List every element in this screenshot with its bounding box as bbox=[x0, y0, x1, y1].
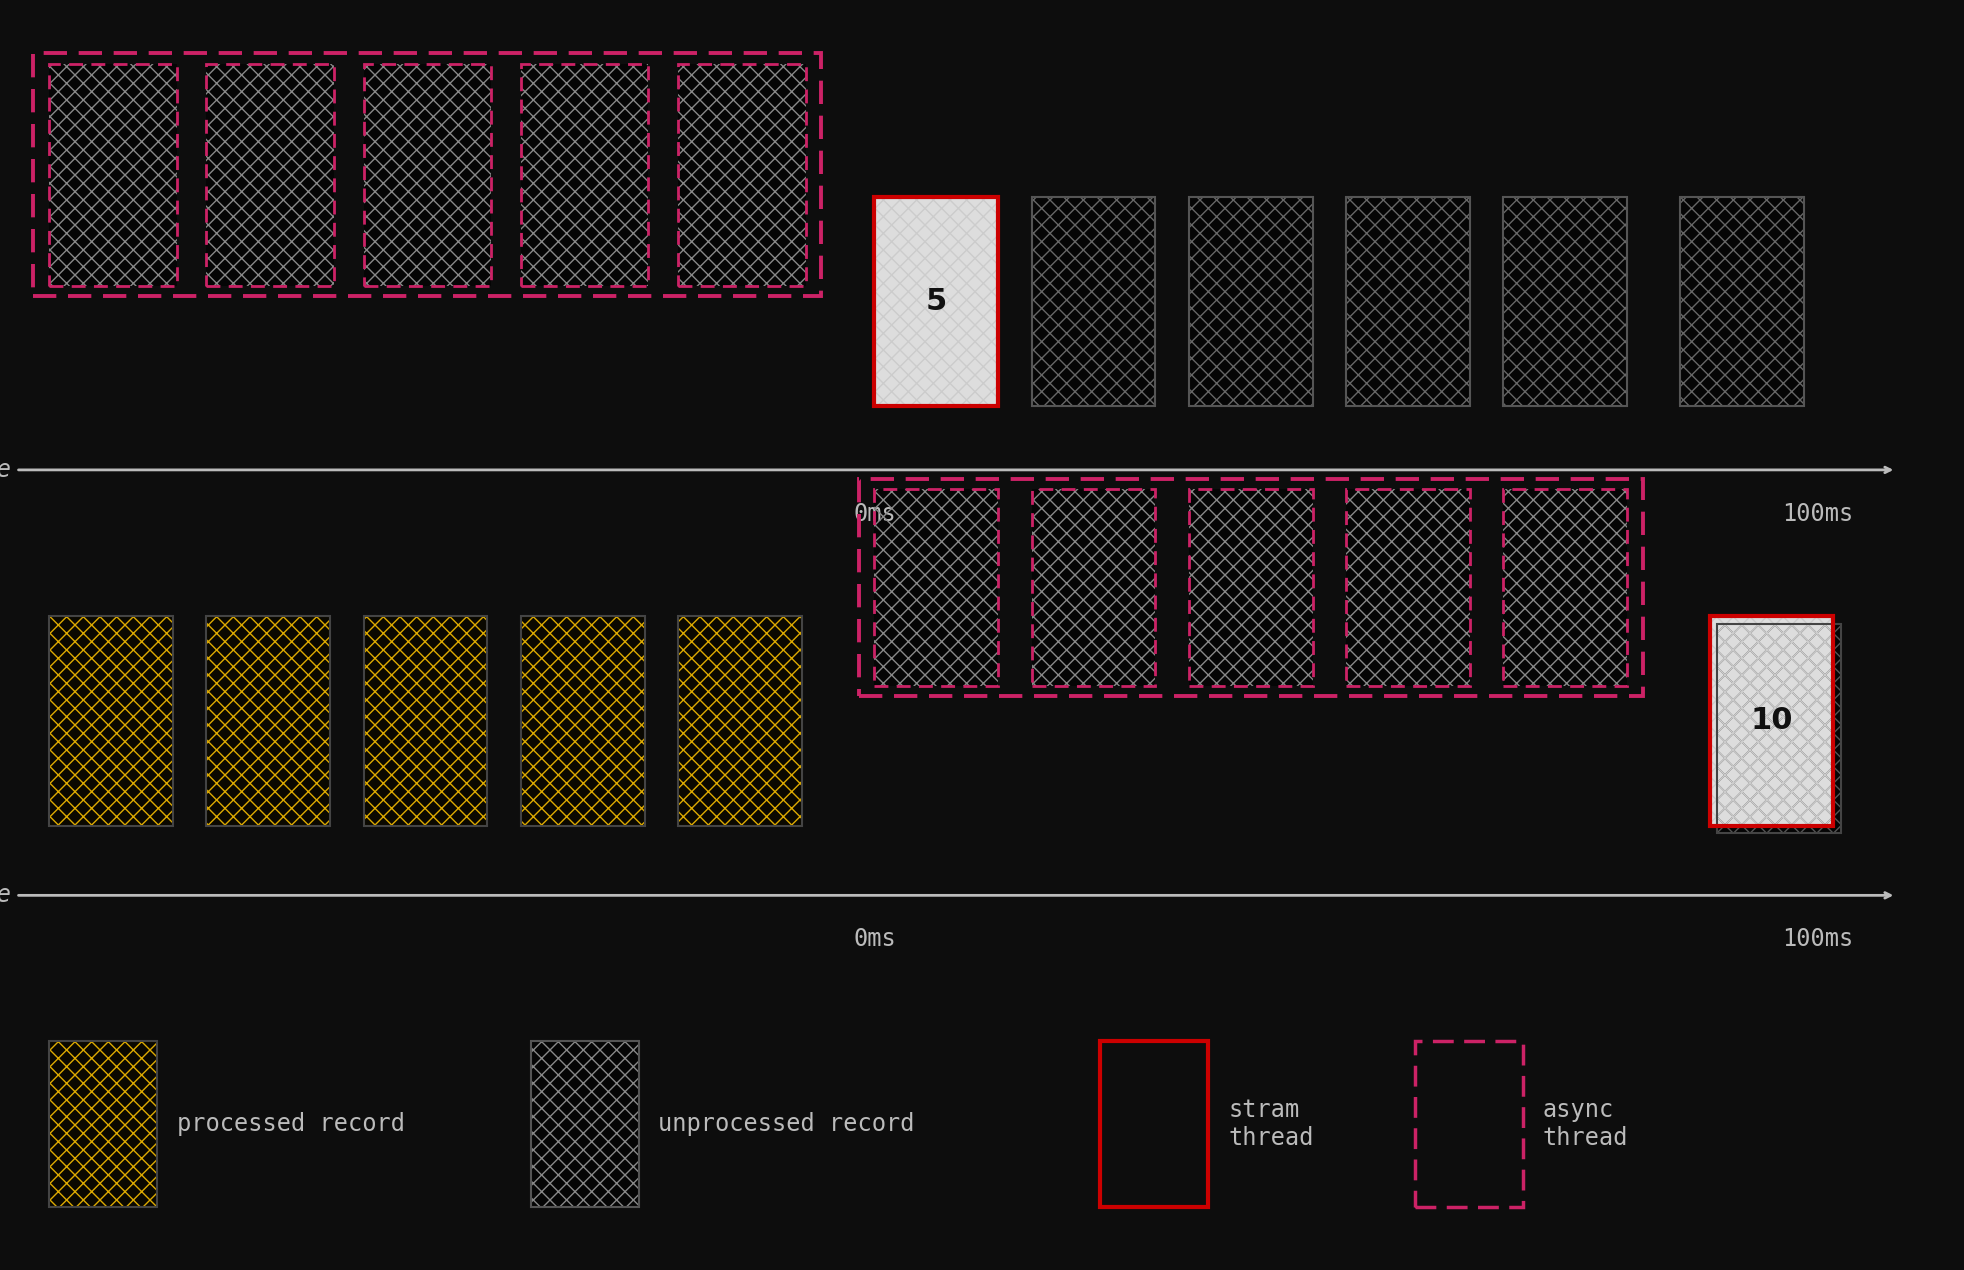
Bar bbox=[874, 489, 998, 686]
Bar bbox=[1502, 197, 1626, 406]
Bar bbox=[1188, 489, 1312, 686]
Bar bbox=[206, 616, 330, 826]
Bar bbox=[1345, 197, 1469, 406]
Text: 0ms: 0ms bbox=[852, 502, 896, 526]
Bar bbox=[1709, 616, 1832, 826]
Bar bbox=[520, 616, 644, 826]
Text: async
thread: async thread bbox=[1542, 1099, 1628, 1149]
Bar bbox=[874, 489, 998, 686]
Bar bbox=[520, 64, 648, 286]
Text: 100ms: 100ms bbox=[1781, 927, 1852, 951]
Bar bbox=[1679, 197, 1803, 406]
Bar bbox=[1188, 197, 1312, 406]
Text: stram
thread: stram thread bbox=[1228, 1099, 1314, 1149]
Bar bbox=[363, 64, 491, 286]
Bar bbox=[520, 64, 648, 286]
Bar bbox=[1502, 489, 1626, 686]
Bar bbox=[206, 616, 330, 826]
Bar bbox=[1188, 197, 1312, 406]
Bar bbox=[49, 1041, 157, 1206]
Bar bbox=[206, 64, 334, 286]
Bar bbox=[858, 479, 1642, 696]
Text: 100ms: 100ms bbox=[1781, 502, 1852, 526]
Bar bbox=[206, 64, 334, 286]
Bar bbox=[1717, 624, 1840, 833]
Bar bbox=[49, 616, 173, 826]
Bar bbox=[530, 1041, 638, 1206]
Bar bbox=[49, 1041, 157, 1206]
Bar bbox=[1188, 489, 1312, 686]
Bar bbox=[1188, 489, 1312, 686]
Bar bbox=[530, 1041, 638, 1206]
Bar bbox=[1502, 197, 1626, 406]
Bar bbox=[363, 616, 487, 826]
Bar bbox=[874, 489, 998, 686]
Bar bbox=[1414, 1041, 1522, 1206]
Bar bbox=[49, 64, 177, 286]
Bar bbox=[1188, 197, 1312, 406]
Bar bbox=[1031, 489, 1155, 686]
Bar bbox=[1345, 197, 1469, 406]
Bar bbox=[1709, 616, 1832, 826]
Bar bbox=[874, 197, 998, 406]
Bar bbox=[1717, 624, 1840, 833]
Bar bbox=[1502, 489, 1626, 686]
Bar bbox=[1679, 197, 1803, 406]
Bar bbox=[49, 1041, 157, 1206]
Bar bbox=[520, 616, 644, 826]
Bar bbox=[49, 64, 177, 286]
Bar bbox=[520, 64, 648, 286]
Bar bbox=[874, 197, 998, 406]
Bar bbox=[1502, 197, 1626, 406]
Bar bbox=[1031, 197, 1155, 406]
Text: processed record: processed record bbox=[177, 1113, 405, 1135]
Bar bbox=[1345, 489, 1469, 686]
Bar bbox=[678, 616, 801, 826]
Bar bbox=[363, 616, 487, 826]
Bar bbox=[1502, 489, 1626, 686]
Bar bbox=[49, 64, 177, 286]
Bar bbox=[520, 616, 644, 826]
Bar bbox=[678, 64, 805, 286]
Bar bbox=[530, 1041, 638, 1206]
Bar bbox=[678, 64, 805, 286]
Bar bbox=[678, 64, 805, 286]
Bar bbox=[1679, 197, 1803, 406]
Bar bbox=[33, 53, 821, 296]
Bar bbox=[363, 64, 491, 286]
Bar bbox=[678, 616, 801, 826]
Bar bbox=[1709, 616, 1832, 826]
Bar bbox=[1717, 624, 1840, 833]
Bar bbox=[1031, 197, 1155, 406]
Bar bbox=[1031, 197, 1155, 406]
Bar bbox=[206, 64, 334, 286]
Bar bbox=[49, 616, 173, 826]
Bar bbox=[1345, 489, 1469, 686]
Text: time: time bbox=[0, 458, 12, 481]
Bar bbox=[206, 616, 330, 826]
Bar bbox=[1031, 489, 1155, 686]
Text: unprocessed record: unprocessed record bbox=[658, 1113, 915, 1135]
Bar bbox=[1345, 197, 1469, 406]
Text: 10: 10 bbox=[1750, 706, 1791, 735]
Bar bbox=[363, 64, 491, 286]
Bar bbox=[1100, 1041, 1208, 1206]
Text: 0ms: 0ms bbox=[852, 927, 896, 951]
Bar bbox=[49, 616, 173, 826]
Bar bbox=[363, 616, 487, 826]
Bar bbox=[874, 197, 998, 406]
Bar bbox=[1031, 489, 1155, 686]
Text: 5: 5 bbox=[925, 287, 947, 316]
Bar bbox=[1345, 489, 1469, 686]
Text: time: time bbox=[0, 884, 12, 907]
Bar bbox=[678, 616, 801, 826]
